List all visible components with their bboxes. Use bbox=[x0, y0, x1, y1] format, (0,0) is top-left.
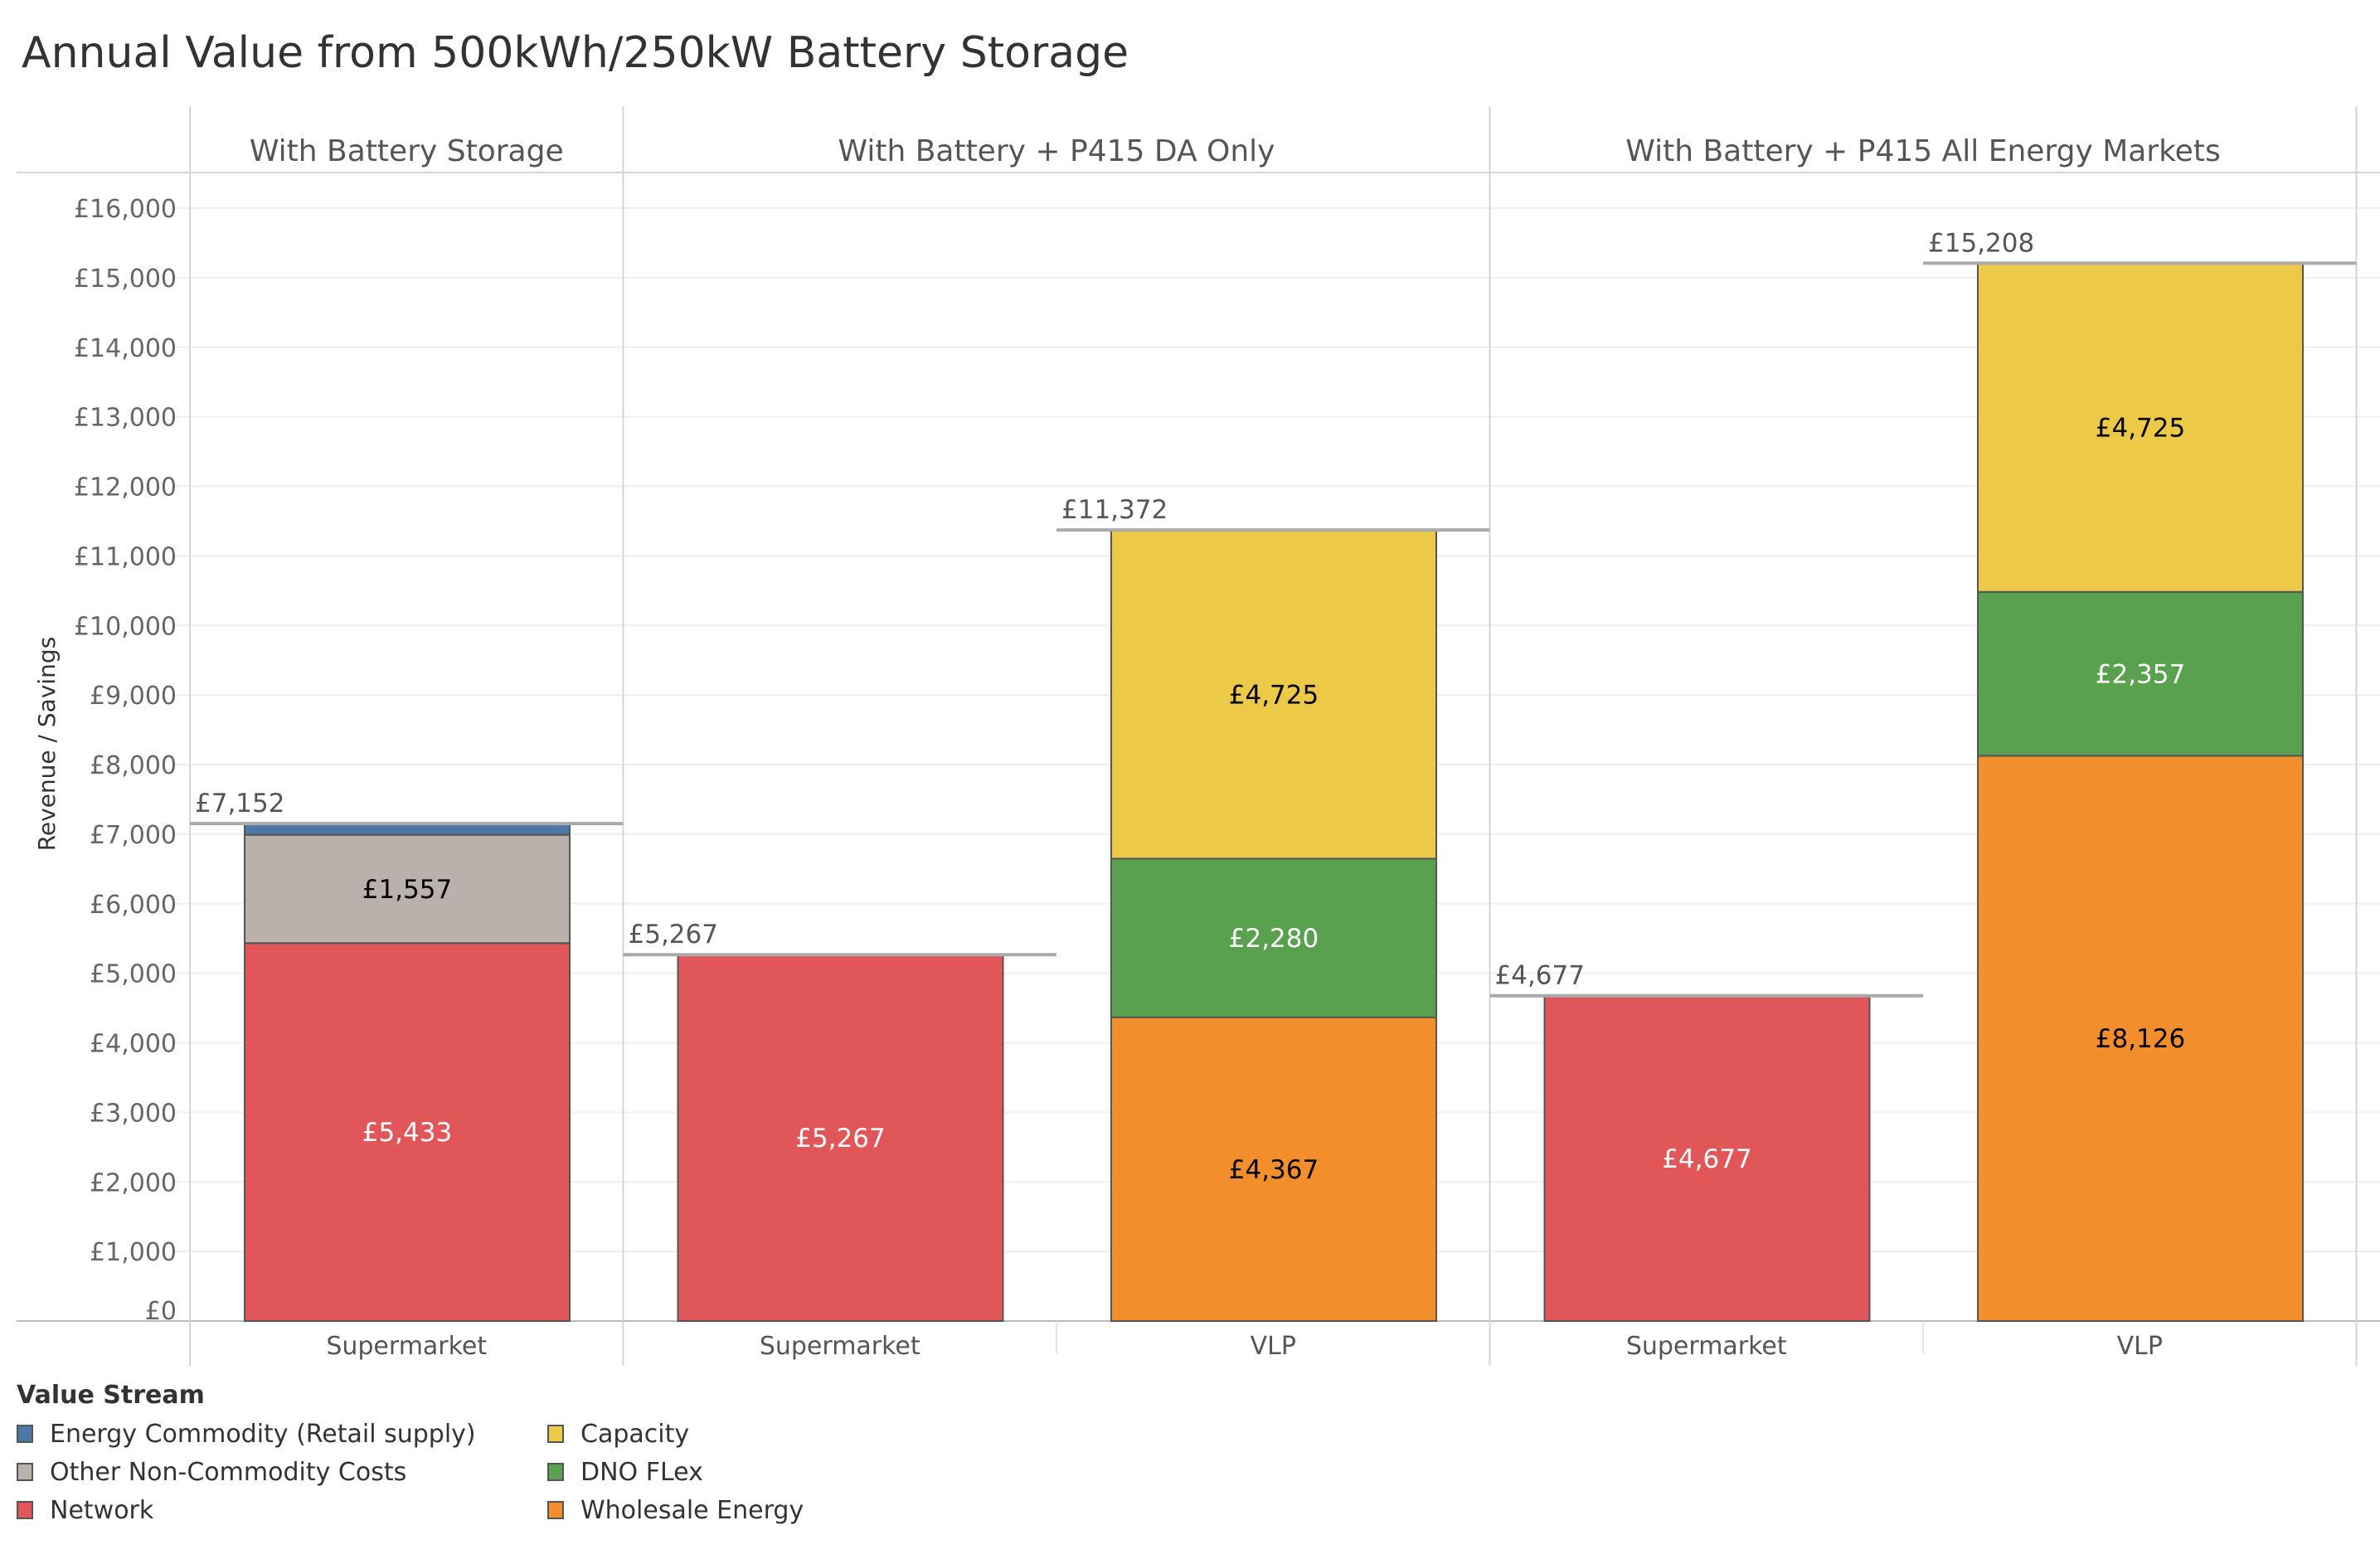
y-tick-label: £12,000 bbox=[74, 474, 177, 503]
legend: Value Stream Energy Commodity (Retail su… bbox=[17, 1381, 879, 1526]
y-tick-label: £8,000 bbox=[90, 751, 177, 780]
legend-swatch bbox=[547, 1501, 564, 1519]
legend-label: Other Non-Commodity Costs bbox=[50, 1457, 407, 1487]
y-tick-label: £15,000 bbox=[74, 265, 177, 294]
y-tick-label: £2,000 bbox=[90, 1168, 177, 1197]
bar-segment bbox=[244, 833, 571, 945]
bar-segment bbox=[1110, 529, 1437, 860]
y-tick-label: £1,000 bbox=[90, 1238, 177, 1267]
bar-segment bbox=[1977, 262, 2304, 593]
x-tick-label: VLP bbox=[1251, 1332, 1296, 1361]
legend-label: Wholesale Energy bbox=[580, 1495, 804, 1525]
total-label: £11,372 bbox=[1061, 495, 1168, 525]
x-tick-label: Supermarket bbox=[1626, 1332, 1787, 1361]
legend-item[interactable]: Wholesale Energy bbox=[547, 1494, 879, 1526]
total-label: £7,152 bbox=[195, 789, 284, 818]
x-tick-label: Supermarket bbox=[326, 1332, 487, 1361]
panel-title: With Battery Storage bbox=[250, 134, 564, 168]
legend-item[interactable]: Capacity bbox=[547, 1418, 879, 1450]
total-label: £4,677 bbox=[1495, 961, 1585, 991]
panel-title: With Battery + P415 DA Only bbox=[838, 134, 1275, 168]
segment-label: £2,280 bbox=[1229, 924, 1319, 954]
bar-segment bbox=[1977, 755, 2304, 1322]
segment-label: £5,267 bbox=[795, 1124, 885, 1154]
legend-label: Energy Commodity (Retail supply) bbox=[50, 1419, 476, 1449]
y-tick-label: £13,000 bbox=[74, 404, 177, 433]
bar-segment bbox=[1110, 857, 1437, 1018]
segment-label: £1,557 bbox=[362, 875, 452, 905]
segment-label: £4,725 bbox=[2096, 414, 2185, 444]
x-tick-label: VLP bbox=[2117, 1332, 2163, 1361]
y-tick-label: £3,000 bbox=[90, 1099, 177, 1128]
x-tick-label: Supermarket bbox=[760, 1332, 920, 1361]
segment-label: £4,367 bbox=[1229, 1155, 1319, 1185]
total-label: £15,208 bbox=[1928, 228, 2034, 258]
total-label: £5,267 bbox=[629, 920, 718, 950]
segment-label: £4,677 bbox=[1662, 1144, 1751, 1174]
y-tick-label: £11,000 bbox=[74, 542, 177, 571]
y-tick-label: £5,000 bbox=[90, 960, 177, 989]
legend-item[interactable]: Other Non-Commodity Costs bbox=[17, 1456, 547, 1488]
legend-swatch bbox=[17, 1463, 33, 1481]
segment-label: £5,433 bbox=[362, 1118, 452, 1148]
legend-swatch bbox=[17, 1425, 33, 1443]
legend-title: Value Stream bbox=[17, 1381, 205, 1410]
legend-swatch bbox=[547, 1425, 564, 1443]
segment-label: £8,126 bbox=[2096, 1024, 2185, 1054]
y-tick-label: £9,000 bbox=[90, 682, 177, 711]
y-tick-label: £4,000 bbox=[90, 1030, 177, 1059]
bar-segment bbox=[244, 942, 571, 1322]
y-tick-label: £7,000 bbox=[90, 821, 177, 850]
legend-item[interactable]: DNO FLex bbox=[547, 1456, 879, 1488]
y-tick-label: £14,000 bbox=[74, 334, 177, 363]
bar-segment bbox=[1543, 994, 1871, 1323]
legend-item[interactable]: Network bbox=[17, 1494, 547, 1526]
bar-segment bbox=[677, 954, 1004, 1322]
legend-label: Capacity bbox=[580, 1419, 690, 1449]
y-tick-label: £6,000 bbox=[90, 891, 177, 920]
legend-item[interactable]: Energy Commodity (Retail supply) bbox=[17, 1418, 547, 1450]
legend-swatch bbox=[17, 1501, 33, 1519]
legend-swatch bbox=[547, 1463, 564, 1481]
y-axis-title: Revenue / Savings bbox=[33, 637, 61, 852]
legend-label: Network bbox=[50, 1495, 154, 1525]
y-tick-label: £16,000 bbox=[74, 195, 177, 224]
chart-title: Annual Value from 500kWh/250kW Battery S… bbox=[22, 28, 1129, 78]
bar-segment bbox=[1977, 590, 2304, 757]
segment-label: £2,357 bbox=[2096, 660, 2185, 690]
legend-label: DNO FLex bbox=[580, 1457, 703, 1487]
panel-title: With Battery + P415 All Energy Markets bbox=[1625, 134, 2220, 168]
bar-segment bbox=[244, 823, 571, 836]
y-tick-label: £10,000 bbox=[74, 612, 177, 641]
segment-label: £4,725 bbox=[1229, 680, 1319, 710]
